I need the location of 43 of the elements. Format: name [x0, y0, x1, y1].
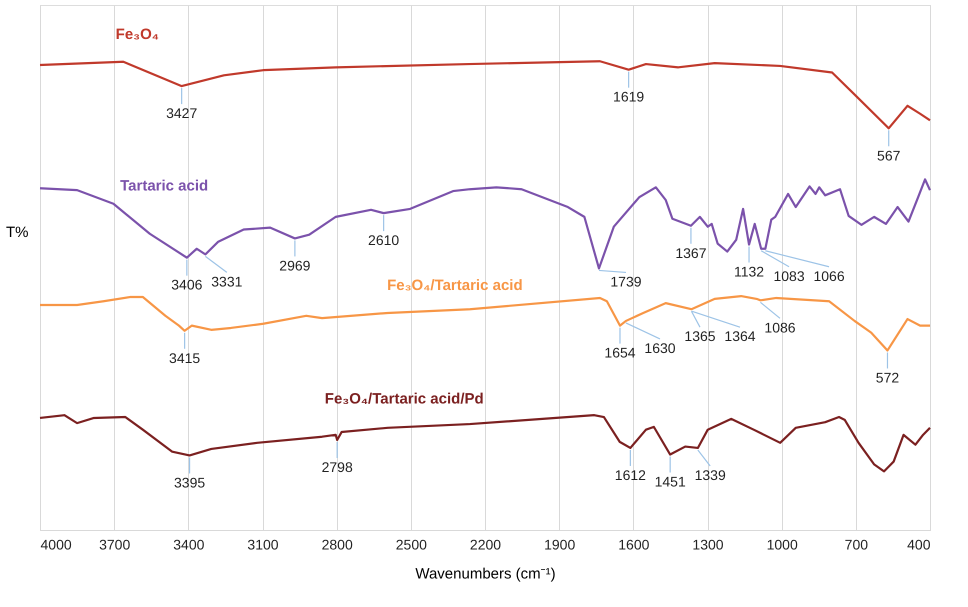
annotation: 1083 — [773, 268, 805, 284]
annotation: 1367 — [675, 244, 707, 261]
annotation: 2798 — [322, 459, 353, 475]
annotation: 1619 — [613, 88, 644, 105]
x-tick-label: 1000 — [766, 536, 798, 552]
annotation: 567 — [877, 147, 901, 164]
annotation: 3415 — [169, 350, 200, 366]
x-tick-label: 4000 — [40, 536, 72, 552]
annotation: 3331 — [211, 273, 243, 290]
series-label: Fe₃O₄ — [116, 26, 159, 44]
annotation: 1364 — [724, 328, 756, 344]
series-label: Fe₃O₄/Tartaric acid — [387, 277, 523, 294]
annotation: 1654 — [604, 344, 636, 361]
x-tick-label: 400 — [907, 536, 931, 552]
y-axis-title: T% — [6, 224, 28, 241]
x-tick-label: 2800 — [322, 536, 353, 552]
annotation: 1739 — [610, 273, 642, 290]
annotation: 1132 — [734, 264, 764, 280]
annotation: 1630 — [644, 340, 676, 356]
annotation: 2969 — [279, 257, 311, 274]
x-tick-label: 3400 — [173, 536, 205, 552]
annotation: 3406 — [171, 276, 203, 293]
x-tick-label: 1600 — [618, 536, 650, 552]
annotation: 1365 — [684, 328, 716, 344]
x-tick-label: 1900 — [544, 536, 576, 552]
annotation: 1086 — [764, 319, 796, 336]
annotation: 1451 — [654, 474, 686, 490]
x-tick-label: 3700 — [99, 536, 130, 552]
x-tick-label: 2200 — [470, 536, 502, 552]
x-tick-label: 1300 — [692, 536, 724, 552]
x-tick-label: 700 — [844, 536, 868, 552]
annotation: 3427 — [166, 105, 198, 122]
annotation: 1612 — [614, 466, 646, 483]
x-tick-label: 3100 — [247, 536, 279, 552]
annotation: 1339 — [694, 466, 726, 483]
x-axis-title: Wavenumbers (cm⁻¹) — [415, 566, 556, 582]
annotation: 2610 — [368, 232, 400, 248]
annotation: 1066 — [813, 268, 845, 284]
series-label: Tartaric acid — [120, 177, 208, 194]
x-tick-label: 2500 — [396, 536, 428, 552]
annotation: 572 — [876, 369, 900, 386]
series-label: Fe₃O₄/Tartaric acid/Pd — [324, 390, 484, 408]
annotation: 3395 — [174, 474, 206, 490]
